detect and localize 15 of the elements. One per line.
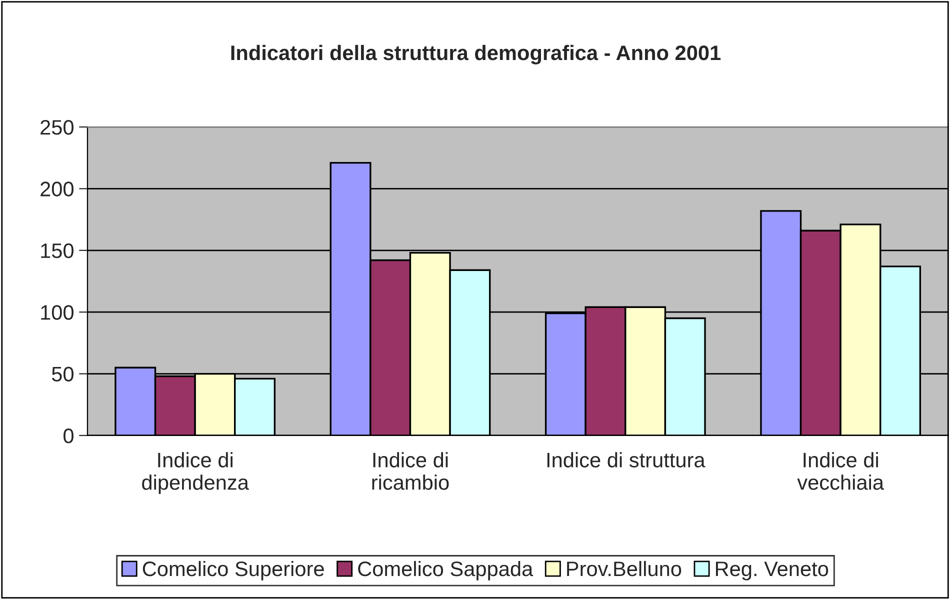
x-tick-label: Indice di ricambio (372, 452, 449, 490)
y-tick-label: 100 (41, 305, 74, 320)
x-tick-label: Indice di dipendenza (142, 452, 249, 494)
legend-label: Comelico Superiore (142, 560, 324, 580)
x-tick-label: Indice di struttura (547, 452, 706, 468)
legend-label: Reg. Veneto (716, 562, 828, 580)
y-tick-label: 200 (40, 182, 74, 196)
legend-label: Comelico Sappada (358, 560, 534, 580)
chart-title: Indicatori della struttura demografica - Anno 2001 (231, 44, 721, 64)
y-tick-label: 150 (41, 243, 74, 258)
x-tick-label: Indice di vecchiaia (797, 452, 884, 490)
y-tick-label: 50 (52, 366, 74, 382)
legend-label: Prov.Belluno (567, 560, 682, 576)
y-tick-label: 250 (40, 120, 74, 135)
y-tick-label: 0 (64, 428, 74, 444)
